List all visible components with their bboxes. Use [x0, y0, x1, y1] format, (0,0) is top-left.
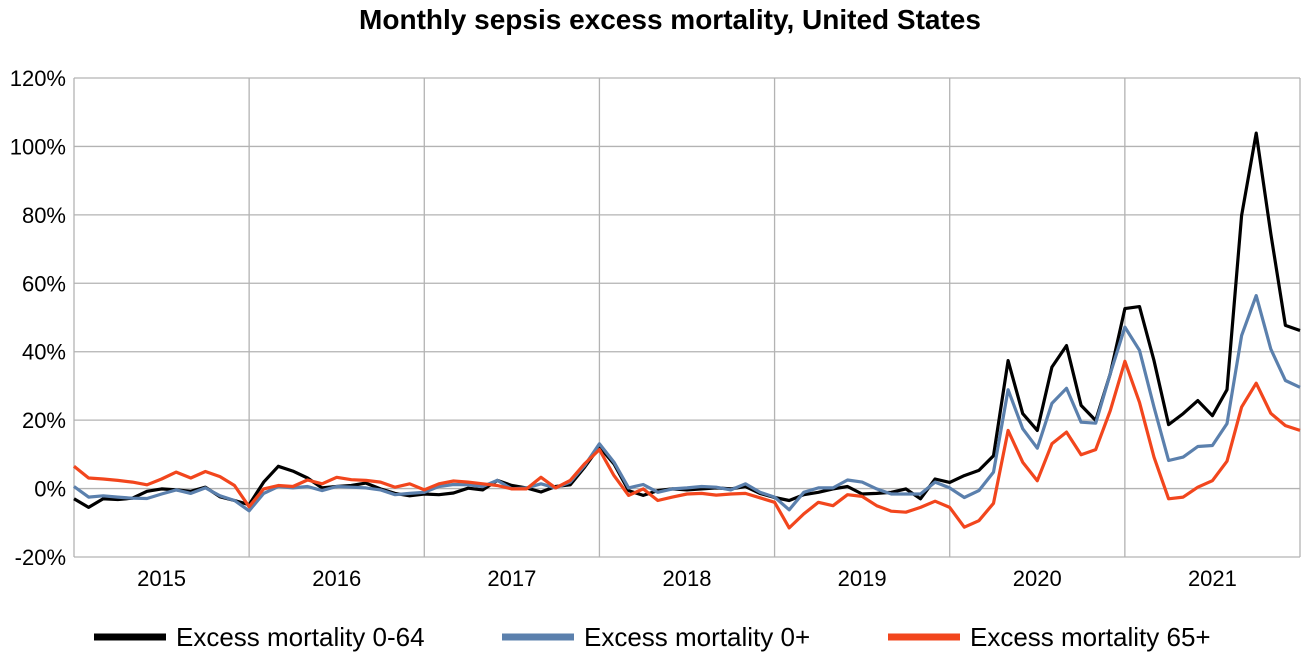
x-tick-label: 2017: [487, 566, 536, 591]
y-tick-label: 120%: [10, 66, 66, 91]
series-line-0: [73, 131, 1301, 509]
y-tick-label: 40%: [22, 340, 66, 365]
x-tick-label: 2018: [663, 566, 712, 591]
series-line-2: [72, 359, 1301, 530]
legend-label: Excess mortality 0+: [584, 622, 810, 652]
x-tick-label: 2016: [312, 566, 361, 591]
series-lines: [72, 131, 1301, 530]
y-tick-label: 0%: [34, 477, 66, 502]
gridlines: [73, 77, 1301, 558]
y-tick-label: 60%: [22, 271, 66, 296]
legend-item: Excess mortality 65+: [888, 622, 1211, 652]
x-axis-ticks: 2015 2016 2017 2018 2019 2020 2021: [137, 566, 1237, 591]
x-tick-label: 2015: [137, 566, 186, 591]
y-tick-label: -20%: [15, 545, 66, 570]
y-axis-ticks: -20% 0% 20% 40% 60% 80% 100% 120%: [10, 66, 66, 570]
legend-label: Excess mortality 65+: [970, 622, 1211, 652]
chart-title: Monthly sepsis excess mortality, United …: [359, 4, 981, 35]
x-tick-label: 2019: [838, 566, 887, 591]
legend: Excess mortality 0-64 Excess mortality 0+…: [94, 622, 1211, 652]
legend-item: Excess mortality 0-64: [94, 622, 425, 652]
y-tick-label: 20%: [22, 408, 66, 433]
x-tick-label: 2021: [1188, 566, 1237, 591]
series-line-1: [73, 294, 1301, 513]
legend-label: Excess mortality 0-64: [176, 622, 425, 652]
legend-item: Excess mortality 0+: [502, 622, 810, 652]
y-tick-label: 80%: [22, 203, 66, 228]
y-tick-label: 100%: [10, 134, 66, 159]
x-tick-label: 2020: [1013, 566, 1062, 591]
